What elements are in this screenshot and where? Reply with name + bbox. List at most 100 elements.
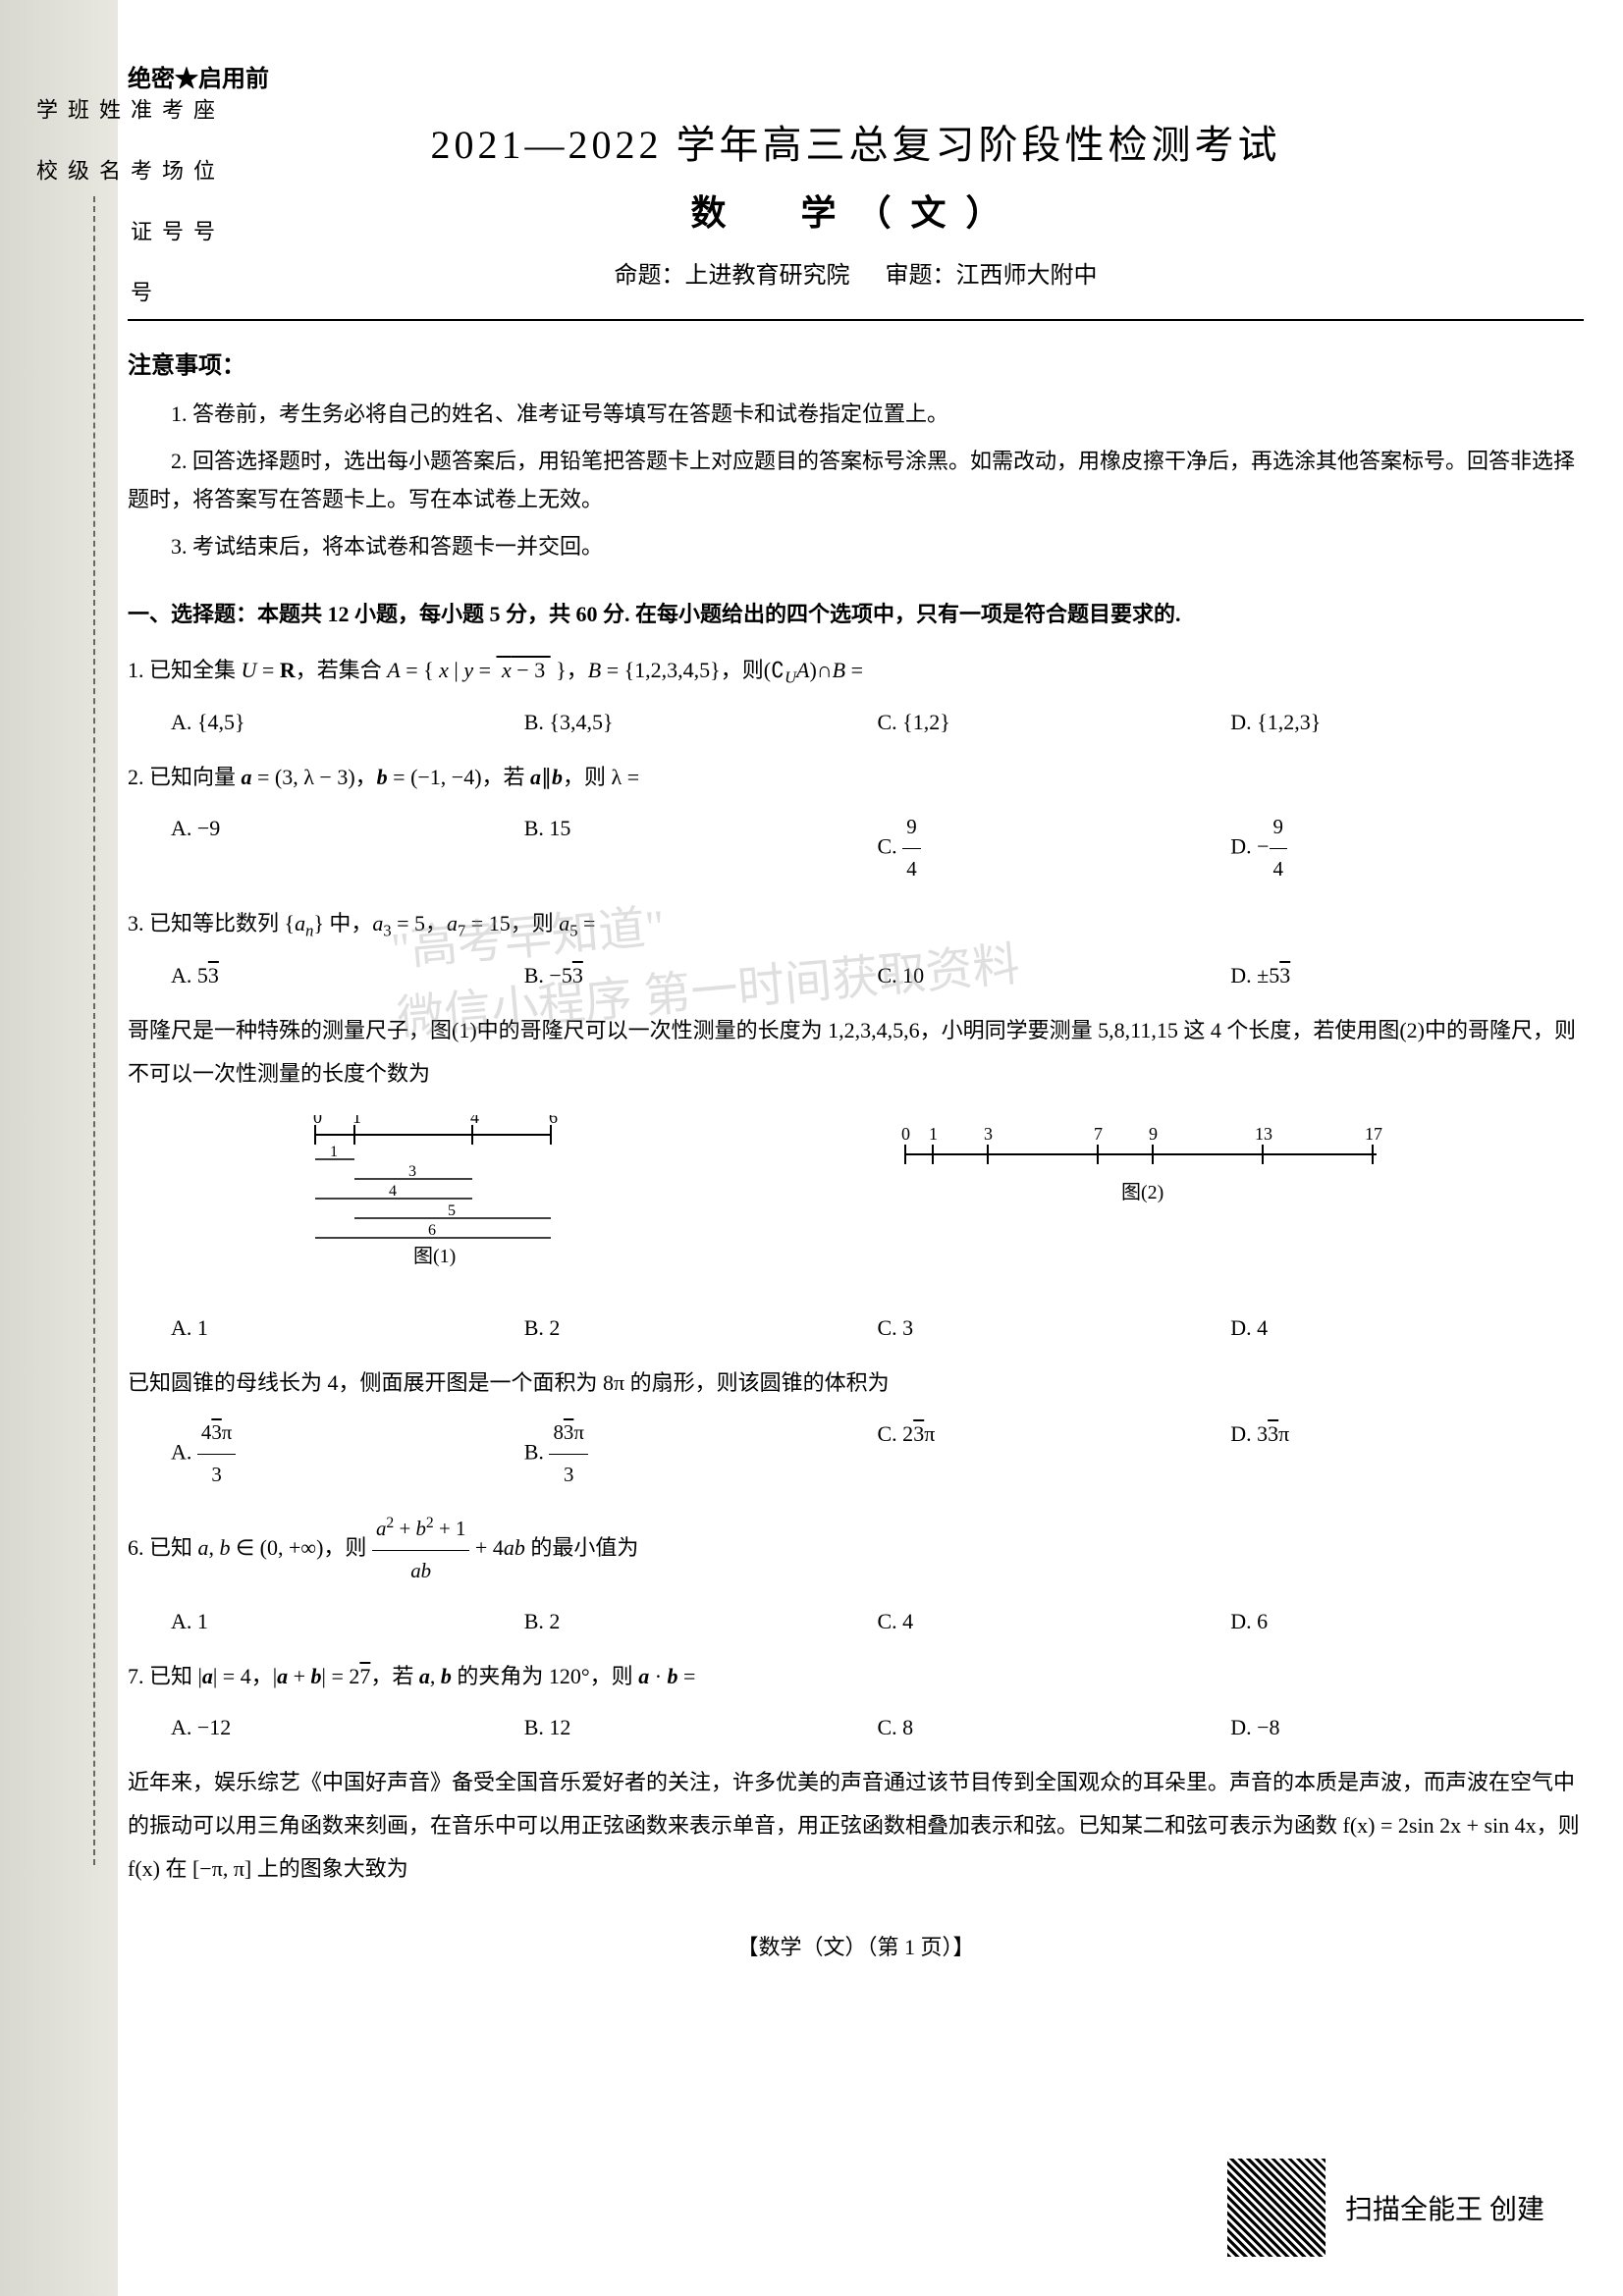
svg-text:图(2): 图(2) <box>1121 1182 1163 1203</box>
question-5-text: 已知圆锥的母线长为 4，侧面展开图是一个面积为 8π 的扇形，则该圆锥的体积为 <box>128 1362 1584 1405</box>
notice-title: 注意事项： <box>128 346 1584 380</box>
svg-text:7: 7 <box>1094 1124 1103 1144</box>
q4-option-a: A. 1 <box>171 1307 524 1350</box>
reviewer-org: 江西师大附中 <box>956 263 1098 289</box>
q5-option-a: A. 43π3 <box>171 1413 524 1496</box>
answer-sheet-sidebar: 座位号 考场号 准考证号 姓名 班级 学校 <box>0 0 118 2296</box>
question-4-options: A. 1 B. 2 C. 3 D. 4 <box>128 1307 1584 1350</box>
room-number-label: 考场号 <box>155 98 187 342</box>
section-1-title: 一、选择题：本题共 12 小题，每小题 5 分，共 60 分. 在每小题给出的四… <box>128 595 1584 634</box>
question-6: 6. 已知 a, b ∈ (0, +∞)，则 a2 + b2 + 1ab + 4… <box>128 1508 1584 1643</box>
question-4-text: 哥隆尺是一种特殊的测量尺子，图(1)中的哥隆尺可以一次性测量的长度为 1,2,3… <box>128 1009 1584 1095</box>
scan-footer: 扫描全能王 创建 <box>1227 2159 1544 2257</box>
question-5-options: A. 43π3 B. 83π3 C. 23π D. 33π <box>128 1413 1584 1496</box>
author-prefix: 命题： <box>615 263 685 289</box>
svg-text:3: 3 <box>984 1124 993 1144</box>
question-3-text: 3. 已知等比数列 {an} 中，a3 = 5，a7 = 15，则 a5 = <box>128 902 1584 946</box>
seat-number-label: 座位号 <box>187 98 218 342</box>
ruler-2-svg: 0 1 3 7 9 13 17 图(2) <box>886 1115 1416 1213</box>
exam-page: 座位号 考场号 准考证号 姓名 班级 学校 绝密★启用前 2021—2022 学… <box>0 0 1623 2296</box>
svg-text:0: 0 <box>901 1124 910 1144</box>
secret-label: 绝密★启用前 <box>128 59 1584 93</box>
svg-text:1: 1 <box>330 1144 338 1160</box>
q4-option-d: D. 4 <box>1230 1307 1584 1350</box>
svg-text:3: 3 <box>408 1163 416 1180</box>
school-label: 学校 <box>29 98 61 342</box>
question-2-options: A. −9 B. 15 C. 94 D. −94 <box>128 807 1584 890</box>
question-4: 哥隆尺是一种特殊的测量尺子，图(1)中的哥隆尺可以一次性测量的长度为 1,2,3… <box>128 1009 1584 1350</box>
q2-option-b: B. 15 <box>524 807 878 890</box>
q7-option-c: C. 8 <box>878 1706 1231 1749</box>
q7-option-a: A. −12 <box>171 1706 524 1749</box>
reviewer-prefix: 审题： <box>886 263 956 289</box>
svg-text:4: 4 <box>470 1115 479 1127</box>
q7-option-b: B. 12 <box>524 1706 878 1749</box>
diagram-1: 0 1 4 6 1 3 4 5 6 图(1) <box>296 1115 590 1287</box>
question-7-options: A. −12 B. 12 C. 8 D. −8 <box>128 1706 1584 1749</box>
question-8-text: 近年来，娱乐综艺《中国好声音》备受全国音乐爱好者的关注，许多优美的声音通过该节目… <box>128 1761 1584 1891</box>
q4-option-c: C. 3 <box>878 1307 1231 1350</box>
question-5: 已知圆锥的母线长为 4，侧面展开图是一个面积为 8π 的扇形，则该圆锥的体积为 … <box>128 1362 1584 1496</box>
q2-option-c: C. 94 <box>878 807 1231 890</box>
q2-option-a: A. −9 <box>171 807 524 890</box>
class-label: 班级 <box>61 98 92 342</box>
header-divider <box>128 319 1584 321</box>
q5-option-c: C. 23π <box>878 1413 1231 1496</box>
q2-option-d: D. −94 <box>1230 807 1584 890</box>
question-7-text: 7. 已知 |a| = 4，|a + b| = 27，若 a, b 的夹角为 1… <box>128 1655 1584 1698</box>
q6-option-b: B. 2 <box>524 1600 878 1643</box>
ruler-1-svg: 0 1 4 6 1 3 4 5 6 图(1) <box>296 1115 590 1272</box>
exam-id-label: 准考证号 <box>124 98 155 342</box>
q1-option-d: D. {1,2,3} <box>1230 701 1584 744</box>
scan-app-label: 扫描全能王 创建 <box>1345 2188 1544 2227</box>
svg-text:6: 6 <box>549 1115 558 1127</box>
svg-text:9: 9 <box>1149 1124 1158 1144</box>
question-6-text: 6. 已知 a, b ∈ (0, +∞)，则 a2 + b2 + 1ab + 4… <box>128 1508 1584 1592</box>
svg-text:17: 17 <box>1365 1124 1382 1144</box>
svg-text:图(1): 图(1) <box>413 1246 456 1267</box>
q5-option-d: D. 33π <box>1230 1413 1584 1496</box>
question-8: 近年来，娱乐综艺《中国好声音》备受全国音乐爱好者的关注，许多优美的声音通过该节目… <box>128 1761 1584 1891</box>
svg-text:0: 0 <box>313 1115 322 1127</box>
q3-option-b: B. −53 <box>524 954 878 997</box>
q6-option-a: A. 1 <box>171 1600 524 1643</box>
q3-option-a: A. 53 <box>171 954 524 997</box>
notice-item-1: 1. 答卷前，考生务必将自己的姓名、准考证号等填写在答题卡和试卷指定位置上。 <box>128 395 1584 434</box>
svg-text:1: 1 <box>929 1124 938 1144</box>
q3-option-c: C. 10 <box>878 954 1231 997</box>
svg-text:13: 13 <box>1255 1124 1272 1144</box>
page-footer: 【数学（文）（第 1 页）】 <box>128 1930 1584 1961</box>
author-line: 命题：上进教育研究院 审题：江西师大附中 <box>128 255 1584 290</box>
exam-title: 2021—2022 学年高三总复习阶段性检测考试 <box>128 113 1584 170</box>
q6-option-c: C. 4 <box>878 1600 1231 1643</box>
q4-option-b: B. 2 <box>524 1307 878 1350</box>
question-1: 1. 已知全集 U = R，若集合 A = { x | y = x − 3 }，… <box>128 649 1584 744</box>
svg-text:5: 5 <box>448 1202 456 1219</box>
notice-item-3: 3. 考试结束后，将本试卷和答题卡一并交回。 <box>128 527 1584 566</box>
q6-option-d: D. 6 <box>1230 1600 1584 1643</box>
qr-code-icon <box>1227 2159 1325 2257</box>
author-org: 上进教育研究院 <box>685 263 850 289</box>
question-1-options: A. {4,5} B. {3,4,5} C. {1,2} D. {1,2,3} <box>128 701 1584 744</box>
q1-option-a: A. {4,5} <box>171 701 524 744</box>
fold-line <box>93 196 95 1865</box>
svg-text:4: 4 <box>389 1183 397 1200</box>
svg-text:6: 6 <box>428 1222 436 1239</box>
section-1-text: 一、选择题：本题共 12 小题，每小题 5 分，共 60 分. 在每小题给出的四… <box>128 602 1181 626</box>
question-3-options: A. 53 B. −53 C. 10 D. ±53 <box>128 954 1584 997</box>
q5-option-b: B. 83π3 <box>524 1413 878 1496</box>
q7-option-d: D. −8 <box>1230 1706 1584 1749</box>
svg-text:1: 1 <box>352 1115 361 1127</box>
diagram-2: 0 1 3 7 9 13 17 图(2) <box>886 1115 1416 1287</box>
q1-option-b: B. {3,4,5} <box>524 701 878 744</box>
q3-option-d: D. ±53 <box>1230 954 1584 997</box>
subject-title: 数 学（文） <box>128 185 1584 236</box>
question-1-text: 1. 已知全集 U = R，若集合 A = { x | y = x − 3 }，… <box>128 649 1584 693</box>
question-7: 7. 已知 |a| = 4，|a + b| = 27，若 a, b 的夹角为 1… <box>128 1655 1584 1749</box>
question-2-text: 2. 已知向量 a = (3, λ − 3)，b = (−1, −4)，若 a∥… <box>128 756 1584 799</box>
question-2: 2. 已知向量 a = (3, λ − 3)，b = (−1, −4)，若 a∥… <box>128 756 1584 890</box>
ruler-diagrams: 0 1 4 6 1 3 4 5 6 图(1) <box>128 1115 1584 1287</box>
name-label: 姓名 <box>92 98 124 342</box>
q1-option-c: C. {1,2} <box>878 701 1231 744</box>
question-6-options: A. 1 B. 2 C. 4 D. 6 <box>128 1600 1584 1643</box>
